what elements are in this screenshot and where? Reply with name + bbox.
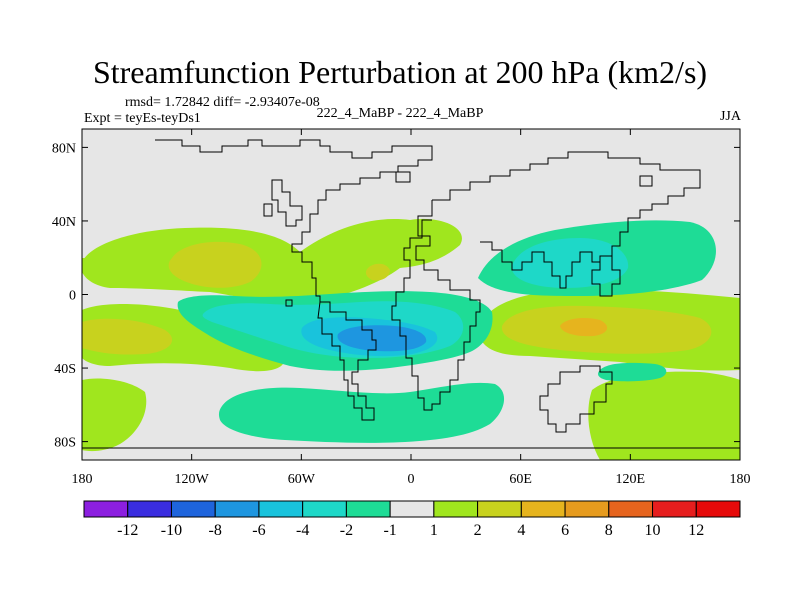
- y-tick-label: 80N: [52, 141, 76, 156]
- contour-east-asia-2: [401, 226, 453, 263]
- chart-title: Streamfunction Perturbation at 200 hPa (…: [92, 54, 708, 90]
- contour-madagascar-neg: [598, 362, 667, 382]
- contour-south-west-2: [82, 378, 147, 452]
- colorbar: -12 -10 -8 -6 -4 -2 -1 1 2 4 6 8 10 12: [83, 500, 741, 539]
- colorbar-swatch: [258, 500, 304, 518]
- contour-antarctic-2: [588, 371, 740, 460]
- colorbar-label: -6: [252, 522, 265, 539]
- coastline-southeast-asia: [591, 255, 621, 297]
- stats-label: rmsd= 1.72842 diff= -2.93407e-08: [125, 95, 320, 110]
- coastlines: [82, 139, 740, 449]
- colorbar-label: 4: [517, 522, 525, 539]
- colorbar-swatch: [564, 500, 610, 518]
- x-tick-label: 60W: [288, 472, 316, 487]
- colorbar-label: -2: [340, 522, 353, 539]
- colorbar-label: -12: [117, 522, 138, 539]
- colorbar-swatch: [608, 500, 654, 518]
- coastline-south-america: [317, 301, 377, 421]
- x-tick-label: 180: [72, 472, 93, 487]
- x-tick-label: 180: [730, 472, 751, 487]
- coastline-europe-africa: [391, 200, 481, 411]
- colorbar-swatch: [127, 500, 172, 518]
- y-tick-label: 80S: [54, 436, 76, 451]
- colorbar-label: -4: [296, 522, 309, 539]
- x-tick-label: 60E: [509, 472, 532, 487]
- y-tick-label: 0: [69, 289, 76, 304]
- x-tick-label: 0: [408, 472, 415, 487]
- contour-atlantic-4: [365, 263, 390, 281]
- contour-west-edge-2: [82, 258, 97, 272]
- coastline-islands: [285, 175, 653, 307]
- y-tick-label: 40S: [54, 362, 76, 377]
- colorbar-label: 10: [645, 522, 661, 539]
- colorbar-swatch: [433, 500, 479, 518]
- colorbar-swatch: [652, 500, 697, 518]
- colorbar-swatch: [477, 500, 522, 518]
- colorbar-label: 12: [688, 522, 704, 539]
- contour-asia-neg-2: [511, 238, 629, 288]
- x-axis: 180 120W 60W 0 60E 120E 180: [72, 129, 751, 487]
- contour-south-atlantic-neg-6: [337, 325, 427, 352]
- colorbar-swatch: [214, 500, 260, 518]
- coastline-arabia-india: [480, 176, 701, 289]
- map-area: [82, 129, 740, 460]
- comparison-label: 222_4_MaBP - 222_4_MaBP: [316, 106, 484, 121]
- colorbar-swatch: [695, 500, 741, 518]
- contour-indian-ocean-6: [560, 318, 608, 337]
- colorbar-label: -10: [161, 522, 182, 539]
- y-axis: 80N 40N 0 40S 80S: [52, 141, 740, 451]
- colorbar-swatch: [389, 500, 435, 518]
- contour-south-pacific-4: [82, 318, 173, 355]
- positive-field: [82, 218, 740, 460]
- contour-indian-ocean-4: [501, 305, 712, 354]
- coastline-great-lakes: [395, 171, 411, 183]
- colorbar-label: 6: [561, 522, 569, 539]
- colorbar-swatch: [345, 500, 391, 518]
- contour-north-pacific-4: [168, 241, 262, 288]
- colorbar-label: 8: [605, 522, 613, 539]
- coastline-eurasia-north: [432, 151, 701, 201]
- y-tick-label: 40N: [52, 215, 76, 230]
- coastline-australia: [539, 365, 613, 433]
- contour-north-pacific-2: [82, 218, 462, 303]
- coastline-canada-west: [263, 203, 273, 217]
- colorbar-label: -8: [209, 522, 222, 539]
- colorbar-swatch: [302, 500, 347, 518]
- colorbar-swatch: [83, 500, 129, 518]
- season-label: JJA: [719, 109, 741, 124]
- colorbar-label: 2: [474, 522, 482, 539]
- x-tick-label: 120W: [175, 472, 210, 487]
- colorbar-label: -1: [383, 522, 396, 539]
- experiment-label: Expt = teyEs-teyDs1: [84, 111, 201, 126]
- colorbar-label: 1: [430, 522, 438, 539]
- coastline-north-america-greenland: [155, 139, 433, 302]
- colorbar-swatch: [170, 500, 216, 518]
- x-tick-label: 120E: [616, 472, 646, 487]
- coastline-alaska: [271, 179, 303, 227]
- colorbar-swatch: [520, 500, 566, 518]
